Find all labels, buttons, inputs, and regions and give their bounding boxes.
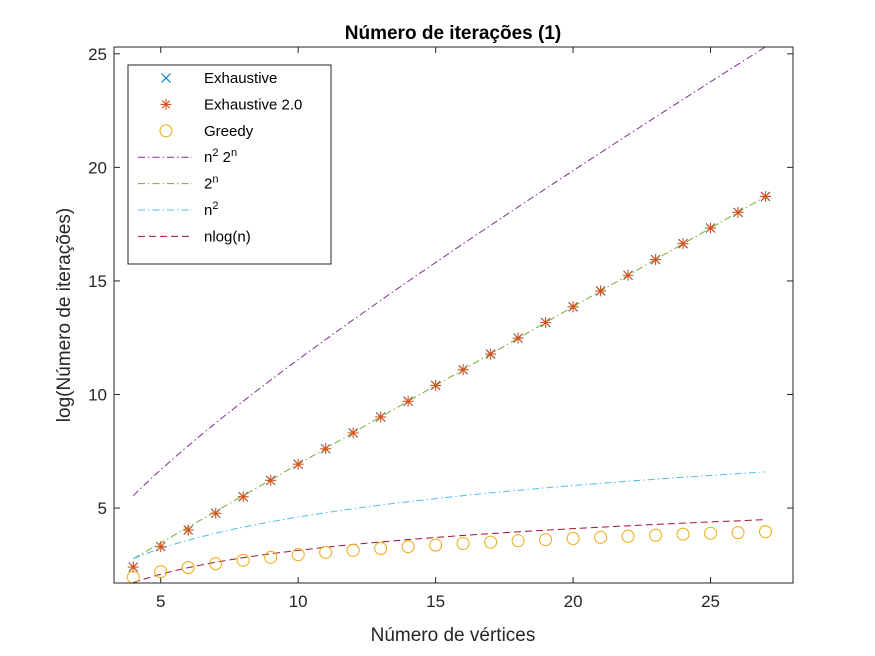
x-tick-label: 20	[564, 592, 583, 611]
legend-label-4: 2n	[204, 174, 218, 193]
series-2-point	[703, 526, 718, 540]
legend-label-part: n	[204, 202, 212, 219]
series-1-point	[595, 285, 607, 297]
series-1-point	[265, 474, 277, 486]
legend-label-5: n2	[204, 200, 218, 219]
legend-label-part: 2	[212, 200, 218, 212]
series-2-point	[676, 527, 690, 541]
x-tick-label: 25	[701, 592, 720, 611]
legend-symbol-0	[161, 73, 171, 83]
y-axis-label: log(Número de iterações)	[54, 208, 75, 422]
chart-title: Número de iterações (1)	[345, 23, 561, 44]
series-1-point	[732, 206, 744, 218]
y-tick-label: 15	[88, 272, 107, 291]
x-tick-label: 5	[156, 592, 165, 611]
series-1-point	[760, 190, 772, 202]
series-2-point	[401, 540, 415, 554]
legend-label-3: n2 2n	[204, 147, 237, 166]
x-tick-label: 15	[426, 592, 445, 611]
legend-box	[127, 64, 332, 265]
series-2-point	[456, 536, 470, 551]
series-2-point	[594, 530, 608, 544]
series-2-point	[346, 543, 360, 557]
series-1-point	[292, 458, 304, 470]
series-2-point	[264, 550, 278, 564]
series-1-point	[402, 395, 414, 407]
legend-label-6: nlog(n)	[204, 228, 251, 245]
series-line-5	[133, 471, 766, 560]
series-1-point	[127, 561, 139, 573]
series-2-point	[181, 561, 195, 575]
series-2-point	[374, 541, 388, 556]
legend-label-2: Greedy	[204, 123, 254, 140]
legend-label-part: 2	[204, 176, 212, 193]
series-2-point	[154, 565, 168, 579]
plot-frame	[113, 46, 794, 584]
series-2-point	[649, 528, 663, 542]
series-curves	[132, 46, 766, 584]
series-1-point	[457, 364, 469, 376]
series-2-point	[621, 529, 635, 543]
legend-symbol-2	[159, 124, 173, 138]
series-2-point	[758, 525, 773, 539]
series-1-point	[155, 541, 167, 553]
legend-symbol-1	[160, 98, 172, 110]
series-1-point	[512, 332, 524, 344]
series-2-point	[731, 526, 745, 540]
y-tick-label: 5	[98, 499, 107, 518]
y-tick-label: 20	[88, 158, 107, 177]
series-1-point	[375, 411, 387, 423]
legend-label-part: n	[231, 147, 237, 159]
legend-label-part: 2	[212, 147, 218, 159]
series-1-point	[677, 238, 689, 250]
series-1-point	[705, 222, 717, 234]
series-2-point	[429, 538, 443, 552]
series-2-point	[291, 548, 305, 562]
legend-label-part: n	[204, 149, 212, 166]
series-1-point	[237, 491, 249, 503]
series-1-point	[540, 316, 552, 328]
series-2-point	[566, 531, 580, 546]
legend-label-part: 2	[218, 149, 231, 166]
legend-label-1: Exhaustive 2.0	[204, 96, 302, 113]
series-1-point	[210, 507, 222, 519]
series-1-point	[485, 348, 497, 360]
legend-label-part: n	[212, 174, 218, 186]
legend-label-0: Exhaustive	[204, 70, 277, 87]
series-2-point	[209, 557, 223, 571]
series-2-point	[236, 553, 250, 567]
series-2-point	[511, 534, 525, 548]
series-1-point	[182, 524, 194, 536]
y-tick-label: 25	[88, 45, 107, 64]
series-2-point	[484, 535, 498, 549]
series-1-point	[430, 379, 442, 391]
series-2-point	[539, 533, 553, 547]
x-tick-label: 10	[289, 592, 308, 611]
series-1-point	[567, 301, 579, 313]
series-markers	[126, 190, 773, 584]
series-1-point	[320, 443, 332, 455]
axis-ticks: 5 10 15 20 25 5 10 15 20 25	[88, 45, 793, 611]
y-tick-label: 10	[88, 385, 107, 404]
series-1-point	[347, 427, 359, 439]
series-1-point	[622, 269, 634, 281]
x-axis-label: Número de vértices	[371, 625, 536, 646]
series-2-point	[319, 545, 333, 559]
series-line-6	[133, 519, 766, 584]
series-line-4	[132, 196, 766, 560]
series-1-point	[650, 254, 662, 266]
